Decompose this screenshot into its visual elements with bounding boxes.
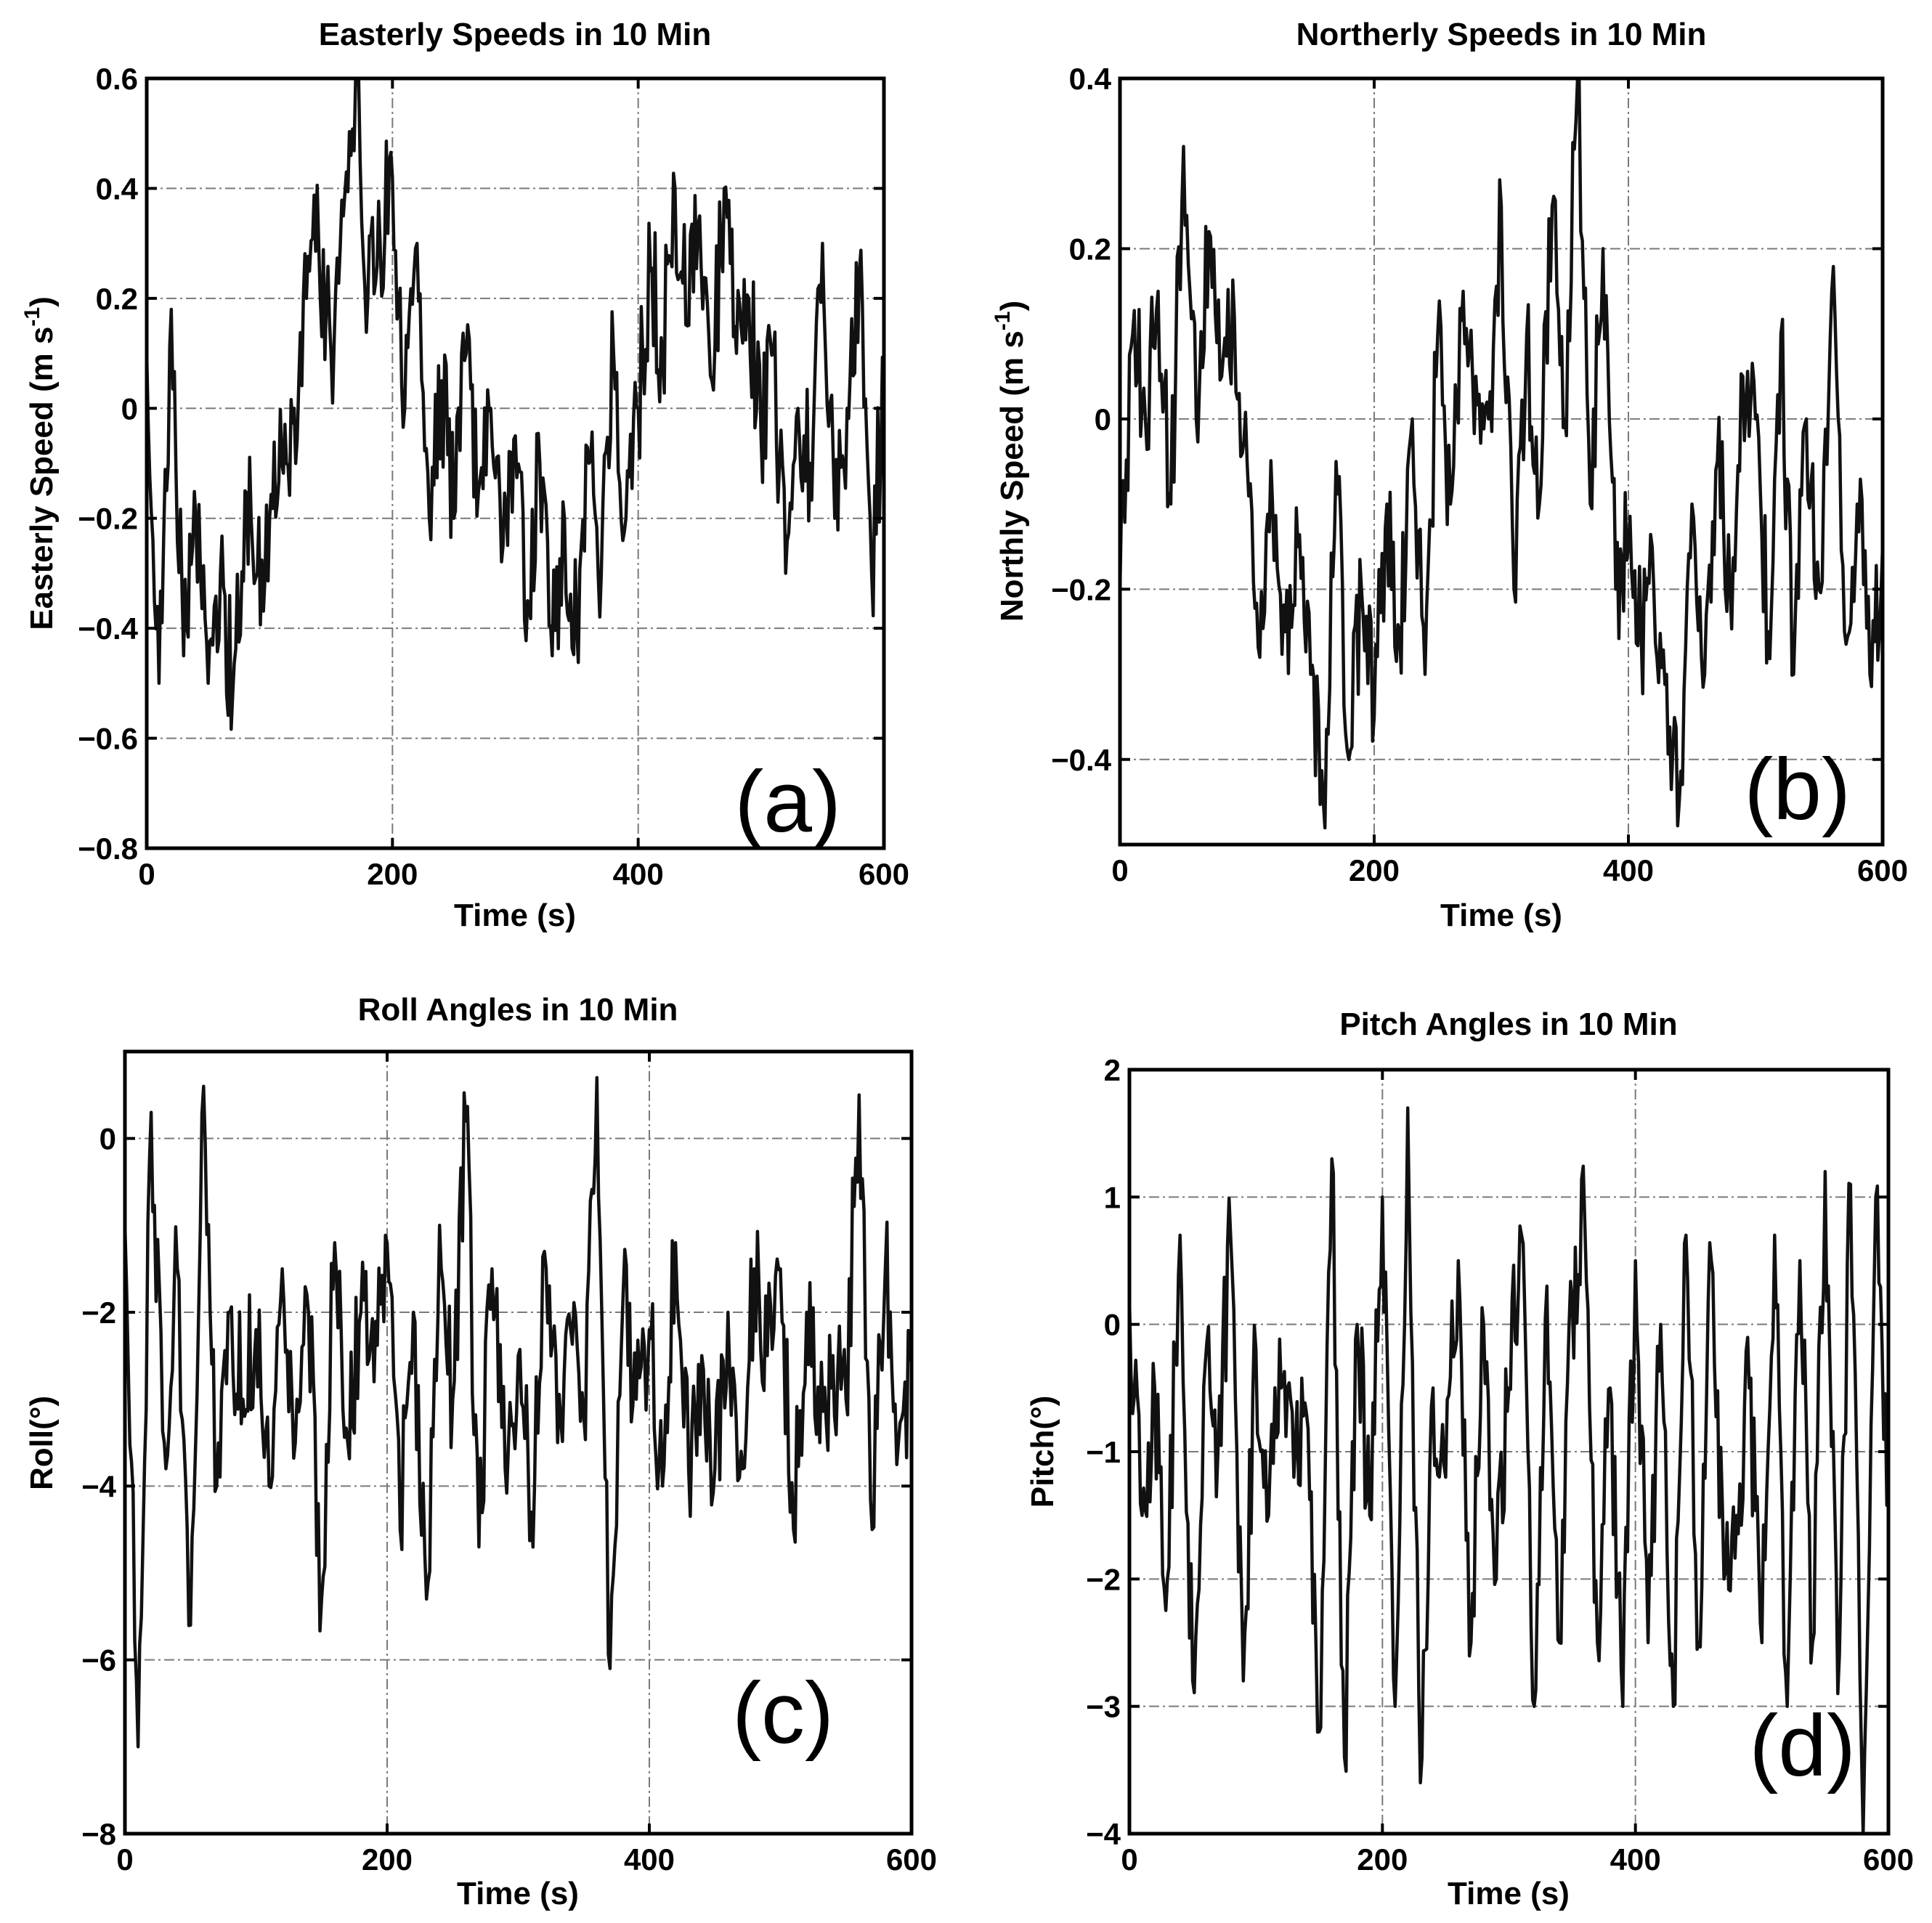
panel-a-ytick-label-1: −0.6 xyxy=(78,722,138,756)
panel-d-ytick-label-5: 1 xyxy=(1104,1180,1121,1214)
panel-c-xtick-label-2: 400 xyxy=(624,1842,675,1877)
panel-a-xtick-label-0: 0 xyxy=(138,857,155,891)
panel-a-series-line xyxy=(147,78,884,731)
panel-c-ytick-label-1: −6 xyxy=(81,1643,116,1678)
panel-c: 0 200 400 600 −8 −6 −4 −2 0 Roll Angles in 10 Mi… xyxy=(24,992,937,1911)
panel-b-xtick-label-1: 200 xyxy=(1349,853,1400,887)
panel-c-ytick-label-4: 0 xyxy=(100,1122,116,1156)
panel-d-xtick-label-2: 400 xyxy=(1610,1842,1661,1877)
panel-d-ytick-label-2: −2 xyxy=(1086,1562,1121,1596)
panel-a-xtick-label-1: 200 xyxy=(367,857,418,891)
panel-d-xtick-label-3: 600 xyxy=(1863,1842,1914,1877)
panel-a-ylabel-close: ) xyxy=(24,296,60,307)
panel-c-xtick-label-0: 0 xyxy=(116,1842,133,1877)
panel-a: 0 200 400 600 −0.8 −0.6 −0.4 −0.2 0 0.2 0.4 0.6 Eas… xyxy=(20,17,909,933)
panel-d-ytick-label-4: 0 xyxy=(1104,1308,1121,1342)
panel-c-series-line xyxy=(125,1076,912,1749)
panel-a-ytick-label-3: −0.2 xyxy=(78,502,138,536)
panel-b-ytick-label-3: 0.2 xyxy=(1069,232,1111,266)
panel-c-plot: 0 200 400 600 −8 −6 −4 −2 0 xyxy=(81,1049,937,1877)
panel-d-xtick-label-0: 0 xyxy=(1121,1842,1137,1877)
panel-d-ytick-label-6: 2 xyxy=(1104,1053,1121,1087)
panel-a-ylabel-main: Easterly Speed (m s xyxy=(24,327,60,630)
panel-d: 0 200 400 600 −4 −3 −2 −1 0 1 2 Pitch Angles in 10… xyxy=(1025,1007,1914,1911)
panel-b-xtick-label-0: 0 xyxy=(1111,853,1128,887)
panel-b-plot: 0 200 400 600 −0.4 −0.2 0 0.2 0.4 xyxy=(1051,62,1908,887)
panel-b-title: Northerly Speeds in 10 Min xyxy=(1296,17,1707,52)
panel-b-xlabel: Time (s) xyxy=(1440,898,1562,933)
panel-a-xlabel: Time (s) xyxy=(454,898,576,933)
panel-d-ylabel-main: Pitch(°) xyxy=(1025,1396,1060,1508)
panel-d-label: (d) xyxy=(1749,1697,1856,1794)
panel-c-title: Roll Angles in 10 Min xyxy=(358,992,678,1028)
panel-d-plot: 0 200 400 600 −4 −3 −2 −1 0 1 2 xyxy=(1086,1053,1914,1877)
panel-a-ytick-label-5: 0.2 xyxy=(96,282,138,316)
panel-d-ytick-label-1: −3 xyxy=(1086,1690,1121,1724)
panel-b-xtick-label-2: 400 xyxy=(1603,853,1654,887)
panel-b-ylabel-main: Northly Speed (m s xyxy=(994,330,1030,622)
panel-c-plot-area xyxy=(125,1052,912,1834)
panel-c-ytick-label-3: −2 xyxy=(81,1296,116,1330)
panel-c-label: (c) xyxy=(732,1664,834,1762)
panel-a-label: (a) xyxy=(734,753,841,850)
panel-d-ytick-label-3: −1 xyxy=(1086,1435,1121,1469)
panel-c-xtick-label-3: 600 xyxy=(886,1842,937,1877)
panel-a-xtick-label-3: 600 xyxy=(859,857,909,891)
panel-b-ylabel: Northly Speed (m s-1) xyxy=(991,301,1030,622)
panel-d-ylabel: Pitch(°) xyxy=(1025,1396,1060,1508)
panel-a-ytick-label-4: 0 xyxy=(121,391,138,426)
panel-b-ytick-label-1: −0.2 xyxy=(1051,572,1111,606)
panel-c-ytick-label-0: −8 xyxy=(81,1817,116,1851)
panel-d-xlabel: Time (s) xyxy=(1448,1876,1570,1911)
panel-c-ylabel-main: Roll(°) xyxy=(24,1396,60,1490)
panel-d-ytick-label-0: −4 xyxy=(1086,1817,1121,1851)
panel-c-ylabel: Roll(°) xyxy=(24,1396,60,1490)
panel-a-ytick-label-7: 0.6 xyxy=(96,62,138,96)
panel-b-label: (b) xyxy=(1744,741,1851,838)
panel-a-title: Easterly Speeds in 10 Min xyxy=(319,17,711,52)
panel-b-ylabel-close: ) xyxy=(994,301,1030,312)
panel-c-ytick-label-2: −4 xyxy=(81,1469,117,1503)
panel-d-xtick-label-1: 200 xyxy=(1357,1842,1408,1877)
panel-b-xtick-label-3: 600 xyxy=(1857,853,1908,887)
panel-a-frame xyxy=(145,76,886,850)
panel-b-ytick-label-0: −0.4 xyxy=(1051,743,1112,777)
panel-d-title: Pitch Angles in 10 Min xyxy=(1339,1007,1677,1042)
panel-a-ylabel-sup: -1 xyxy=(20,307,44,327)
panel-c-xlabel: Time (s) xyxy=(457,1876,579,1911)
panel-d-series-line xyxy=(1129,1106,1888,1834)
panel-b-ytick-label-4: 0.4 xyxy=(1069,62,1112,96)
panel-a-plot: 0 200 400 600 −0.8 −0.6 −0.4 −0.2 0 0.2 0.4 0.6 xyxy=(78,62,909,891)
panel-b-series-line xyxy=(1120,78,1883,830)
panel-b: 0 200 400 600 −0.4 −0.2 0 0.2 0.4 Northerly Spee… xyxy=(991,17,1908,933)
panel-b-frame xyxy=(1118,76,1885,847)
panel-a-ylabel: Easterly Speed (m s-1) xyxy=(20,296,60,630)
panel-a-ytick-label-6: 0.4 xyxy=(96,171,139,206)
panel-c-frame xyxy=(123,1049,914,1836)
panel-b-ylabel-sup: -1 xyxy=(991,312,1015,331)
panel-a-xtick-label-2: 400 xyxy=(613,857,664,891)
panel-b-ytick-label-2: 0 xyxy=(1095,402,1111,436)
panel-a-ytick-label-0: −0.8 xyxy=(78,832,138,866)
panel-a-ytick-label-2: −0.4 xyxy=(78,611,139,646)
panel-c-xtick-label-1: 200 xyxy=(362,1842,413,1877)
